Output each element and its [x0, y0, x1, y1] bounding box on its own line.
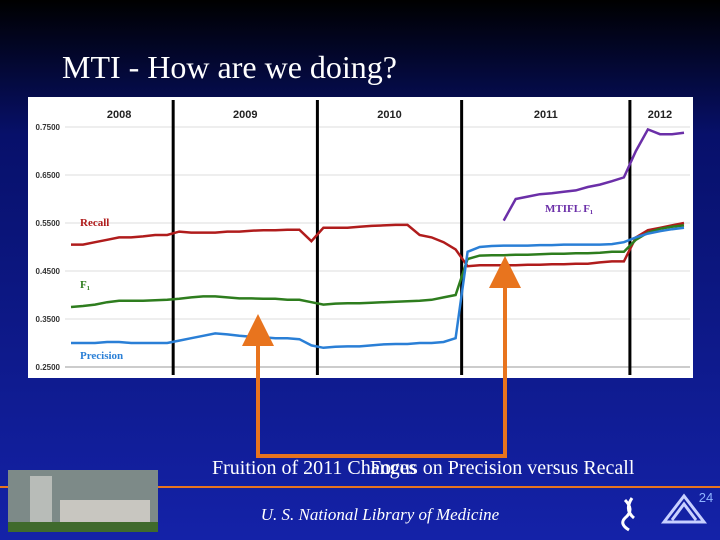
series-label: Precision: [80, 350, 123, 362]
y-tick-label: 0.5500: [36, 219, 61, 228]
series-line: [71, 221, 685, 268]
annotation: Focus on Precision versus Recall: [370, 457, 635, 479]
y-tick-label: 0.4500: [36, 267, 61, 276]
y-tick-label: 0.6500: [36, 171, 61, 180]
nlm-logo: [660, 493, 708, 524]
period-label: 2011: [534, 109, 558, 121]
period-label: 2009: [233, 109, 257, 121]
y-tick-label: 0.2500: [36, 363, 61, 372]
slide-title: MTI - How are we doing?: [62, 49, 397, 85]
building-photo: [60, 500, 150, 522]
building-photo: [8, 522, 158, 532]
page-number: 24: [699, 490, 713, 505]
series-line: [70, 224, 685, 309]
hhs-logo: [621, 497, 636, 532]
series-label: Recall: [80, 217, 109, 229]
series-label: F₁: [80, 279, 90, 291]
period-label: 2008: [107, 109, 131, 121]
series-line: [71, 226, 685, 350]
chart: 0.2500 0.3500 0.4500 0.5500 0.6500 0.7500 2008…: [36, 100, 690, 375]
series-label: MTIFL F₁: [545, 203, 593, 215]
period-label: 2012: [648, 109, 672, 121]
annotation: Fruition of 2011 Changes: [212, 457, 416, 479]
y-tick-label: 0.7500: [36, 123, 61, 132]
series-line: [502, 127, 685, 222]
building-photo: [30, 476, 52, 522]
period-label: 2010: [377, 109, 401, 121]
y-tick-label: 0.3500: [36, 315, 61, 324]
footer-text: U. S. National Library of Medicine: [261, 505, 500, 524]
